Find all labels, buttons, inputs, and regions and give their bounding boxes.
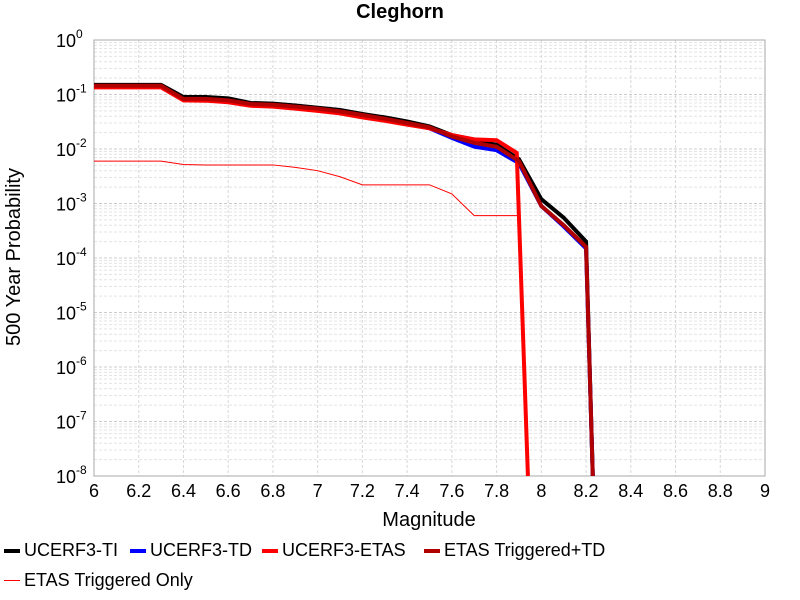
legend-item-etas-triggered-only: ETAS Triggered Only <box>4 570 193 591</box>
chart-svg: Cleghorn 100 10-1 10-2 10-3 10-4 10-5 10-6 10-7… <box>3 1 770 531</box>
chart-title: Cleghorn <box>356 1 444 23</box>
x-tick-label: 8 <box>536 481 546 501</box>
legend-item-ucerf3-td: UCERF3-TD <box>130 540 252 561</box>
x-tick-label: 6 <box>89 481 99 501</box>
series-line-2 <box>94 85 530 477</box>
x-axis-label: Magnitude <box>382 509 475 531</box>
series-line-0 <box>94 82 595 477</box>
x-axis-ticks: 6 6.2 6.4 6.6 6.8 7 7.2 7.4 7.6 7.8 8 8.2 8.4 8.6 8.8 9 <box>89 481 770 501</box>
y-tick-label: 10-4 <box>56 245 87 269</box>
legend-item-ucerf3-ti: UCERF3-TI <box>4 540 118 561</box>
plot-area <box>94 82 595 477</box>
y-tick-label: 100 <box>56 27 83 51</box>
x-tick-label: 8.8 <box>708 481 733 501</box>
y-tick-label: 10-3 <box>56 191 87 215</box>
x-tick-label: 8.2 <box>574 481 599 501</box>
legend-swatch-etas-triggered-only <box>4 580 20 581</box>
legend: UCERF3-TI UCERF3-TD UCERF3-ETAS ETAS Tri… <box>0 536 800 600</box>
legend-swatch-ucerf3-ti <box>4 548 20 553</box>
x-tick-label: 7.8 <box>484 481 509 501</box>
legend-item-ucerf3-etas: UCERF3-ETAS <box>262 540 406 561</box>
y-tick-label: 10-6 <box>56 354 87 378</box>
series-line-1 <box>94 84 595 477</box>
x-tick-label: 7 <box>313 481 323 501</box>
legend-label-ucerf3-etas: UCERF3-ETAS <box>282 540 406 560</box>
legend-label-ucerf3-td: UCERF3-TD <box>150 540 252 560</box>
legend-label-etas-triggered-only: ETAS Triggered Only <box>24 570 193 590</box>
x-tick-label: 6.4 <box>171 481 196 501</box>
legend-label-ucerf3-ti: UCERF3-TI <box>24 540 118 560</box>
legend-swatch-etas-triggered-td <box>424 548 440 553</box>
y-axis-ticks: 100 10-1 10-2 10-3 10-4 10-5 10-6 10-7 10-8 <box>56 27 87 487</box>
plot-frame <box>93 39 766 477</box>
x-tick-label: 6.2 <box>126 481 151 501</box>
legend-item-etas-triggered-td: ETAS Triggered+TD <box>424 540 605 561</box>
y-tick-label: 10-7 <box>56 409 87 433</box>
y-axis-label: 500 Year Probability <box>3 168 25 346</box>
x-tick-label: 6.8 <box>260 481 285 501</box>
x-tick-label: 7.2 <box>350 481 375 501</box>
x-tick-label: 7.4 <box>395 481 420 501</box>
series-line-3 <box>94 83 595 477</box>
x-tick-label: 6.6 <box>216 481 241 501</box>
x-tick-label: 9 <box>760 481 770 501</box>
y-tick-label: 10-1 <box>56 82 87 106</box>
legend-swatch-ucerf3-td <box>130 548 146 553</box>
legend-swatch-ucerf3-etas <box>262 548 278 553</box>
x-tick-label: 7.6 <box>439 481 464 501</box>
y-tick-label: 10-5 <box>56 300 87 324</box>
x-tick-label: 8.6 <box>663 481 688 501</box>
legend-label-etas-triggered-td: ETAS Triggered+TD <box>444 540 606 560</box>
y-tick-label: 10-2 <box>56 136 87 160</box>
grid <box>93 39 766 477</box>
series-line-4 <box>94 160 529 477</box>
y-tick-label: 10-8 <box>56 463 87 487</box>
x-tick-label: 8.4 <box>618 481 643 501</box>
